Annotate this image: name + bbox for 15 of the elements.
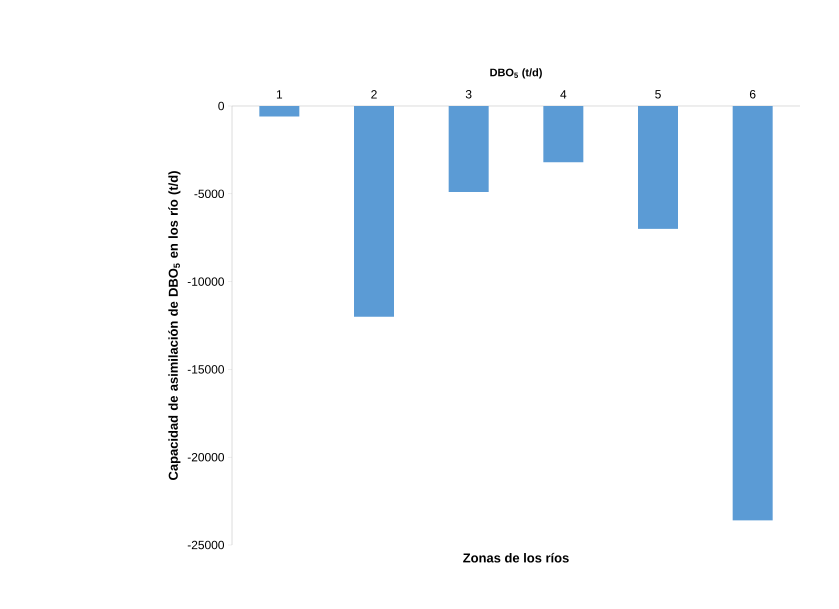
x-tick-label: 4 bbox=[560, 90, 566, 98]
y-tick-label: -20000 bbox=[188, 452, 224, 462]
x-tick-label: 1 bbox=[276, 90, 282, 98]
y-tick-label: 0 bbox=[218, 102, 224, 110]
y-tick-label: -5000 bbox=[194, 190, 224, 198]
y-tick-label: -25000 bbox=[188, 540, 224, 550]
y-axis-title: Capacidad de asimilación de DBO$_{5}$ en los río (t/d) bbox=[168, 171, 180, 480]
chart-title: DBO$_{5}$ (t/d) bbox=[490, 68, 542, 78]
x-tick-label: 5 bbox=[655, 90, 661, 98]
x-tick-label: 3 bbox=[466, 90, 472, 98]
y-tick-label: -10000 bbox=[188, 277, 224, 286]
y-tick-label: -15000 bbox=[188, 365, 224, 374]
x-tick-label: 2 bbox=[371, 90, 377, 98]
x-tick-label: 6 bbox=[750, 90, 756, 98]
x-axis-title: Zonas de los ríos bbox=[463, 552, 569, 563]
